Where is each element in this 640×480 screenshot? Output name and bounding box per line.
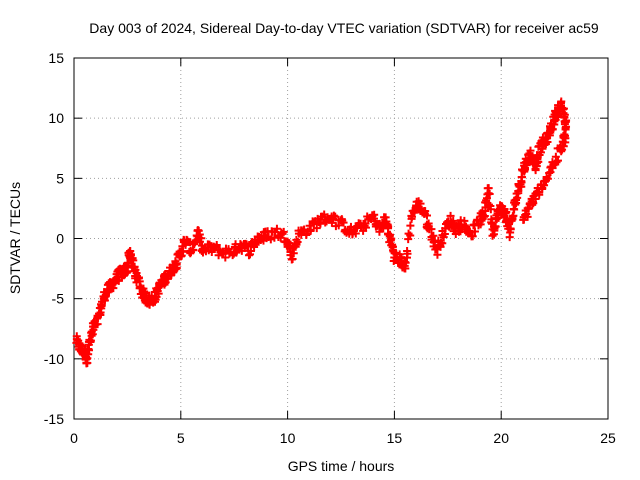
data-point bbox=[306, 227, 315, 236]
y-axis-title: SDTVAR / TECUs bbox=[7, 182, 23, 294]
x-tick-label: 20 bbox=[493, 430, 509, 446]
data-point bbox=[551, 152, 560, 161]
data-point bbox=[172, 260, 181, 269]
data-point bbox=[484, 189, 493, 198]
x-tick-label: 5 bbox=[177, 430, 185, 446]
data-point bbox=[329, 211, 338, 220]
data-point bbox=[339, 218, 348, 227]
data-point bbox=[561, 125, 570, 134]
data-point bbox=[438, 239, 447, 248]
y-tick-labels: -15 -10 -5 0 5 10 15 bbox=[44, 50, 64, 427]
data-point bbox=[351, 229, 360, 238]
data-point bbox=[552, 112, 561, 121]
data-point bbox=[513, 193, 522, 202]
data-point bbox=[154, 289, 163, 298]
y-tick-label: 5 bbox=[56, 170, 64, 186]
data-point bbox=[543, 137, 552, 146]
data-point bbox=[124, 258, 133, 267]
y-tick-label: -10 bbox=[44, 351, 64, 367]
data-point bbox=[221, 253, 230, 262]
data-point bbox=[548, 158, 557, 167]
data-point bbox=[486, 201, 495, 210]
data-point bbox=[334, 221, 343, 230]
data-point bbox=[421, 207, 430, 216]
data-point bbox=[370, 210, 379, 219]
data-point bbox=[384, 222, 393, 231]
y-tick-label: -15 bbox=[44, 411, 64, 427]
data-point bbox=[491, 222, 500, 231]
x-tick-labels: 0 5 10 15 20 25 bbox=[70, 430, 616, 446]
data-point bbox=[501, 209, 510, 218]
data-point bbox=[289, 249, 298, 258]
data-point bbox=[279, 227, 288, 236]
x-tick-label: 0 bbox=[70, 430, 78, 446]
data-points bbox=[72, 97, 571, 368]
data-point bbox=[406, 231, 415, 240]
data-point bbox=[484, 200, 493, 209]
x-axis-title: GPS time / hours bbox=[288, 458, 395, 474]
data-point bbox=[72, 335, 81, 344]
data-point bbox=[422, 211, 431, 220]
data-point bbox=[525, 199, 534, 208]
data-point bbox=[93, 320, 102, 329]
x-tick-label: 15 bbox=[387, 430, 403, 446]
data-point bbox=[391, 249, 400, 258]
axes bbox=[73, 57, 609, 420]
data-point bbox=[403, 247, 412, 256]
data-point bbox=[545, 168, 554, 177]
data-point bbox=[553, 144, 562, 153]
data-point bbox=[526, 146, 535, 155]
data-point bbox=[514, 189, 523, 198]
data-point bbox=[532, 162, 541, 171]
y-tick-label: 10 bbox=[48, 110, 64, 126]
data-point bbox=[293, 237, 302, 246]
x-tick-label: 10 bbox=[280, 430, 296, 446]
grid-lines bbox=[74, 58, 608, 419]
data-point bbox=[510, 205, 519, 214]
x-tick-label: 25 bbox=[600, 430, 616, 446]
chart-title: Day 003 of 2024, Sidereal Day-to-day VTE… bbox=[89, 20, 599, 36]
data-point bbox=[528, 152, 537, 161]
data-point bbox=[246, 247, 255, 256]
y-tick-label: -5 bbox=[52, 291, 65, 307]
y-tick-label: 0 bbox=[56, 231, 64, 247]
data-point bbox=[316, 219, 325, 228]
data-point bbox=[287, 255, 296, 264]
data-point bbox=[197, 234, 206, 243]
data-point bbox=[401, 258, 410, 267]
data-point bbox=[89, 325, 98, 334]
data-point bbox=[194, 226, 203, 235]
data-point bbox=[488, 231, 497, 240]
data-point bbox=[519, 213, 528, 222]
data-point bbox=[487, 218, 496, 227]
data-point bbox=[361, 223, 370, 232]
data-point bbox=[132, 269, 141, 278]
y-tick-label: 15 bbox=[48, 50, 64, 66]
data-point bbox=[550, 117, 559, 126]
data-point bbox=[468, 232, 477, 241]
data-point bbox=[506, 225, 515, 234]
data-point bbox=[505, 233, 514, 242]
data-point bbox=[427, 225, 436, 234]
data-point bbox=[406, 221, 415, 230]
data-point bbox=[470, 227, 479, 236]
data-point bbox=[129, 256, 138, 265]
data-point bbox=[433, 250, 442, 259]
data-point bbox=[272, 224, 281, 233]
data-point bbox=[312, 224, 321, 233]
